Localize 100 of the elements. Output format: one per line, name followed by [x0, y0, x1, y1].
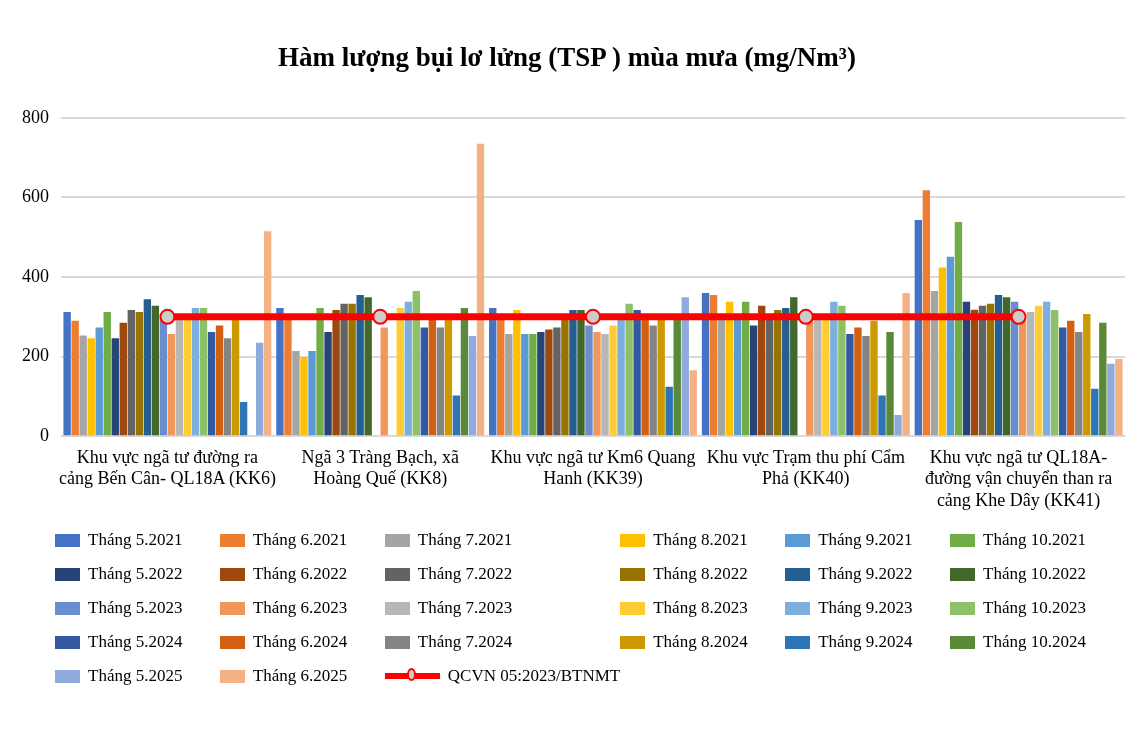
bar — [954, 222, 963, 436]
legend-label: Tháng 10.2024 — [983, 632, 1086, 652]
legend-label: Tháng 8.2021 — [653, 530, 748, 550]
legend-label: QCVN 05:2023/BTNMT — [447, 666, 621, 686]
bar — [673, 317, 681, 436]
bar — [854, 327, 862, 436]
bar — [444, 317, 453, 436]
legend-label: Tháng 6.2023 — [252, 598, 348, 618]
bar — [199, 308, 208, 436]
legend-label: Tháng 7.2021 — [417, 530, 513, 550]
bar — [569, 310, 577, 436]
bar — [95, 327, 103, 436]
bar — [717, 317, 726, 436]
bar — [537, 331, 545, 436]
legend-label: Tháng 7.2023 — [417, 598, 513, 618]
bar — [994, 294, 1003, 436]
bar — [316, 308, 324, 436]
bar — [497, 317, 505, 436]
bar — [838, 305, 846, 436]
bar — [239, 401, 248, 436]
legend-label: Tháng 10.2023 — [983, 598, 1086, 618]
bar — [922, 190, 931, 436]
legend-label: Tháng 8.2024 — [653, 632, 748, 652]
bar — [870, 320, 878, 436]
bar — [428, 317, 437, 436]
bar — [561, 317, 569, 436]
bar — [681, 297, 689, 436]
bar — [63, 312, 71, 436]
bar — [1099, 322, 1107, 436]
bar — [782, 308, 790, 436]
bar — [292, 351, 300, 436]
bar — [902, 292, 910, 436]
bar — [404, 301, 412, 436]
bar — [263, 231, 272, 436]
x-tick-label: Khu vực ngã tư đường ra cảng Bến Cân- QL18A (KK6) — [58, 446, 276, 490]
bar — [215, 325, 224, 436]
x-tick-label: Khu vực Trạm thu phí Cẩm Phả (KK40) — [706, 446, 905, 490]
bar — [183, 318, 192, 436]
bar — [412, 290, 420, 436]
bar — [553, 327, 561, 436]
x-tick-label: Khu vực ngã tư QL18A- đường vận chuyển than ra cảng Khe Dây (KK41) — [924, 446, 1113, 511]
bar — [1059, 327, 1067, 436]
legend-label: Tháng 8.2022 — [653, 564, 748, 584]
legend-label: Tháng 5.2021 — [88, 530, 183, 550]
bar — [1026, 312, 1035, 436]
bar — [364, 297, 372, 436]
bar — [545, 329, 553, 436]
legend-label: Tháng 9.2023 — [818, 598, 913, 618]
bar — [151, 305, 160, 436]
bar — [1067, 320, 1075, 436]
bar — [814, 317, 822, 436]
bar — [356, 294, 364, 436]
bar — [701, 292, 710, 436]
legend-label: Tháng 8.2023 — [653, 598, 748, 618]
bar — [231, 317, 240, 436]
bar — [930, 290, 939, 436]
legend-label: Tháng 5.2023 — [88, 598, 183, 618]
bar — [1002, 297, 1011, 436]
bar — [175, 318, 184, 436]
bar — [846, 333, 854, 436]
bar — [577, 310, 585, 436]
bar — [938, 267, 947, 436]
bar — [167, 333, 176, 436]
bar — [1091, 388, 1099, 436]
bar — [593, 331, 601, 436]
bar — [476, 143, 485, 436]
bar — [585, 325, 593, 436]
x-tick-label: Ngã 3 Tràng Bạch, xã Hoàng Quế (KK8) — [301, 446, 459, 490]
legend-label: Tháng 6.2025 — [252, 666, 348, 686]
bar — [521, 333, 529, 436]
bar — [625, 303, 633, 436]
bar — [766, 317, 774, 436]
bar — [223, 338, 232, 436]
bar — [452, 395, 461, 436]
bar — [886, 331, 894, 436]
bar — [71, 320, 79, 436]
legend-label: Tháng 9.2021 — [818, 530, 913, 550]
bar — [1075, 331, 1083, 436]
bar — [127, 310, 135, 436]
y-tick-label: 0 — [40, 424, 49, 445]
bar — [529, 333, 537, 436]
bar — [505, 333, 513, 436]
bar — [111, 338, 119, 436]
bar — [332, 310, 340, 436]
bar — [830, 301, 838, 436]
bar — [300, 357, 308, 436]
bar — [617, 319, 625, 436]
bar — [87, 338, 95, 436]
y-tick-label: 400 — [22, 265, 49, 286]
bar — [436, 327, 445, 436]
bar — [468, 335, 477, 436]
bar — [489, 308, 497, 436]
legend-label: Tháng 9.2024 — [818, 632, 913, 652]
bar — [806, 317, 814, 436]
bar — [340, 303, 348, 436]
bar — [749, 325, 758, 436]
bar — [665, 386, 673, 436]
bar — [255, 342, 264, 436]
bar — [207, 331, 216, 436]
bar — [709, 294, 718, 436]
